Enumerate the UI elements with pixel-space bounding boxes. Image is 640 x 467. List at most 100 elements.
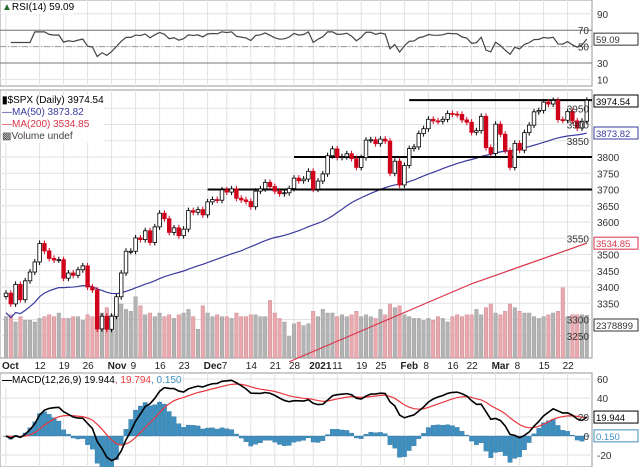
volume-bar [277, 318, 282, 359]
macd-histogram-bar [517, 435, 522, 458]
candle-body [450, 113, 455, 115]
macd-histogram-bar [387, 435, 393, 445]
candle-body [210, 199, 215, 203]
candle-body [166, 218, 172, 233]
volume-bar [215, 314, 220, 359]
volume-bar [287, 336, 292, 359]
macd-histogram-bar [474, 435, 479, 445]
macd-histogram-bar [315, 435, 321, 443]
macd-histogram-bar [51, 417, 57, 437]
date-tick-label: 2021 [309, 361, 332, 372]
volume-bar [147, 312, 152, 359]
macd-histogram-bar [234, 433, 239, 437]
volume-bar [210, 316, 215, 359]
date-tick-label: 22 [467, 361, 479, 372]
candle-body [512, 142, 517, 168]
macd-histogram-bar [286, 435, 292, 446]
candle-body [402, 165, 407, 186]
macd-histogram-bar [574, 435, 580, 441]
volume-bar [47, 314, 52, 359]
macd-histogram-bar [373, 432, 378, 437]
candle-body [310, 170, 316, 190]
candle-body [128, 250, 133, 253]
candle-body [90, 286, 95, 291]
macd-histogram-bar [435, 424, 441, 437]
macd-histogram-bar [157, 401, 162, 437]
last-price-tag-box [593, 94, 639, 108]
volume-bar [253, 314, 258, 359]
candle-body [85, 265, 90, 288]
volume-bar [99, 312, 104, 359]
volume-bar [421, 320, 426, 359]
candle-body [387, 140, 393, 174]
last-price-tag: 3974.54 [596, 97, 630, 108]
macd-histogram-bar [258, 435, 263, 443]
candle-body [200, 209, 205, 216]
volume-bar [23, 320, 28, 359]
macd-histogram-bar [555, 425, 561, 437]
macd-histogram-bar [378, 432, 383, 437]
volume-bar [13, 321, 18, 359]
volume-bar [397, 305, 402, 359]
volume-bar [8, 314, 13, 359]
date-tick-label: 14 [246, 361, 258, 372]
macd-histogram-bar [56, 420, 62, 437]
macd-value-tag: 19.944 [596, 413, 625, 424]
date-tick-label: 16 [155, 361, 167, 372]
candle-body [243, 199, 249, 202]
date-tick-label: Mar [492, 361, 510, 372]
date-tick-label: 25 [375, 361, 387, 372]
date-tick-label: Feb [400, 361, 418, 372]
date-tick-label: 15 [539, 361, 551, 372]
rsi-tick-label: 10 [597, 75, 609, 86]
candle-body [560, 119, 565, 122]
volume-bar [580, 314, 585, 359]
macd-legend: —MACD(12,26,9) 19.944, 19.794, 0.150 [2, 375, 182, 387]
volume-bar [18, 316, 23, 359]
price-tick-label: 3900 [567, 121, 590, 132]
histogram-value-tag-box [593, 429, 639, 443]
volume-bar [66, 318, 71, 359]
volume-bar [162, 316, 167, 359]
volume-bar [263, 316, 268, 359]
macd-line [5, 379, 588, 462]
candle-body [234, 188, 239, 199]
volume-bar [152, 316, 157, 359]
macd-histogram-bar [411, 435, 417, 447]
volume-bar [80, 320, 85, 359]
volume-bar [373, 318, 378, 359]
macd-histogram-bar [262, 435, 268, 441]
candle-body [382, 138, 388, 142]
date-tick-label: 21 [270, 361, 282, 372]
date-tick-label: 28 [289, 361, 301, 372]
macd-histogram-bar [176, 423, 182, 437]
rsi-value-tag: 59.09 [596, 35, 620, 46]
ma50-label: MA(50) 3873.82 [12, 107, 84, 118]
volume-bar [200, 305, 205, 359]
candle-body [478, 115, 484, 132]
macd-histogram-bar [90, 435, 95, 450]
macd-histogram-bar [493, 435, 498, 453]
macd-histogram-bar [430, 425, 436, 437]
volume-bar [546, 314, 551, 359]
volume-bar [412, 318, 417, 359]
ma200-value-tag: 3534.85 [596, 239, 630, 250]
volume-bar [517, 311, 522, 359]
volume-bar [195, 329, 200, 359]
macd-histogram-bar [80, 435, 86, 439]
candle-body [430, 118, 436, 122]
macd-histogram-bar [195, 425, 201, 437]
volume-bar [316, 316, 321, 359]
volume-icon: ▩ [2, 131, 12, 142]
volume-bar [186, 309, 191, 359]
macd-histogram-bar [406, 435, 412, 451]
candle-body [147, 230, 153, 243]
candle-body [334, 148, 340, 158]
macd-tick-label: -20 [597, 451, 612, 462]
macd-histogram-bar [454, 427, 460, 437]
macd-histogram-bar [440, 424, 446, 437]
candle-body [454, 113, 460, 116]
candle-body [56, 259, 61, 262]
price-legend: ▮$SPX (Daily) 3974.54 —MA(50) 3873.82 —M… [2, 95, 104, 143]
candle-body [258, 188, 263, 192]
